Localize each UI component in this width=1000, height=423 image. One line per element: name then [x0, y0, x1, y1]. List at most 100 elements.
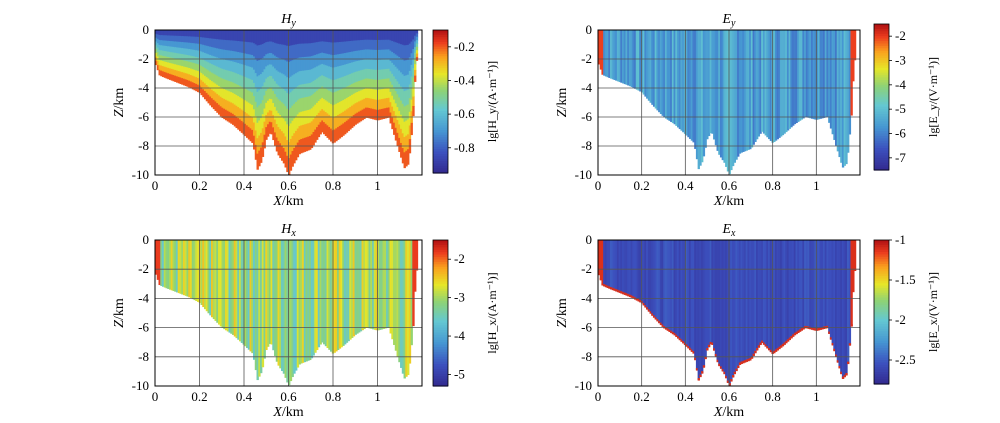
heatmap-cell — [163, 35, 167, 42]
colorbar-cell — [433, 259, 448, 263]
heatmap-cell — [702, 365, 706, 368]
heatmap-cell — [598, 30, 601, 65]
heatmap-cell — [389, 50, 392, 62]
heatmap-cell — [326, 77, 329, 91]
heatmap-cell — [221, 49, 224, 60]
heatmap-cell — [682, 240, 685, 343]
heatmap-cell — [155, 41, 158, 46]
heatmap-cell — [183, 48, 186, 55]
heatmap-cell — [838, 30, 841, 158]
heatmap-cell — [785, 240, 788, 343]
heatmap-cell — [309, 69, 312, 84]
heatmap-cell — [277, 99, 280, 114]
heatmap-cell — [277, 30, 280, 45]
heatmap-cell — [598, 240, 601, 275]
colorbar-cell — [874, 126, 889, 130]
heatmap-cell — [211, 98, 214, 108]
heatmap-cell — [347, 74, 350, 87]
heatmap-cell — [314, 67, 317, 81]
colorbar-cell — [433, 161, 448, 165]
heatmap-cell — [756, 348, 759, 351]
heatmap-cell — [300, 98, 303, 113]
colorbar-cell — [874, 309, 889, 313]
heatmap-cell — [246, 240, 249, 348]
heatmap-cell — [347, 41, 350, 53]
heatmap-cell — [249, 66, 252, 80]
heatmap-cell — [804, 325, 807, 329]
heatmap-cell — [174, 41, 177, 48]
heatmap-cell — [288, 46, 291, 63]
heatmap-cell — [193, 36, 196, 44]
heatmap-cell — [810, 30, 814, 119]
colorbar-cell — [874, 65, 889, 69]
heatmap-cell — [324, 53, 328, 66]
heatmap-cell — [249, 91, 252, 105]
heatmap-cell — [291, 60, 294, 76]
heatmap-cell — [307, 123, 310, 138]
heatmap-cell — [176, 76, 179, 83]
heatmap-cell — [188, 61, 191, 69]
heatmap-cell — [300, 30, 303, 45]
heatmap-cell — [186, 42, 189, 50]
heatmap-cell — [209, 30, 212, 39]
heatmap-cell — [361, 79, 364, 91]
heatmap-cell — [310, 95, 314, 109]
heatmap-cell — [606, 240, 609, 288]
heatmap-cell — [721, 30, 724, 161]
heatmap-cell — [373, 89, 377, 100]
colorbar-cell — [433, 315, 448, 319]
heatmap-cell — [305, 83, 308, 98]
heatmap-cell — [366, 97, 370, 109]
heatmap-cell — [155, 33, 158, 39]
colorbar-cell — [433, 127, 448, 131]
heatmap-cell — [218, 48, 221, 59]
heatmap-cell — [352, 240, 356, 337]
heatmap-cell — [375, 49, 378, 61]
y-tick-label: -10 — [132, 378, 149, 393]
heatmap-cell — [267, 124, 270, 137]
heatmap-cell — [240, 41, 244, 54]
heatmap-cell — [368, 88, 371, 99]
heatmap-cell — [160, 30, 163, 36]
colorbar-cell — [874, 376, 889, 380]
colorbar-cell — [433, 75, 448, 79]
heatmap-cell — [267, 30, 270, 43]
heatmap-cell — [188, 80, 191, 88]
colorbar-cell — [433, 368, 448, 372]
heatmap-cell — [284, 151, 287, 168]
heatmap-cell — [396, 42, 399, 57]
heatmap-cell — [251, 79, 254, 94]
heatmap-cell — [263, 240, 266, 359]
heatmap-cell — [382, 98, 385, 110]
heatmap-cell — [728, 240, 731, 386]
heatmap-cell — [382, 79, 385, 90]
heatmap-cell — [354, 240, 357, 335]
heatmap-cell — [225, 240, 228, 331]
heatmap-cell — [375, 109, 378, 121]
heatmap-cell — [249, 103, 252, 117]
heatmap-cell — [228, 101, 231, 113]
heatmap-cell — [200, 51, 203, 60]
heatmap-cell — [401, 148, 405, 164]
heatmap-cell — [219, 77, 223, 88]
x-axis-label: X/km — [272, 405, 303, 420]
heatmap-cell — [202, 89, 205, 98]
heatmap-cell — [697, 378, 700, 381]
heatmap-cell — [756, 30, 759, 140]
heatmap-cell — [205, 92, 209, 102]
heatmap-cell — [291, 90, 294, 107]
heatmap-cell — [713, 30, 716, 140]
heatmap-cell — [342, 88, 345, 101]
heatmap-cell — [202, 67, 205, 76]
heatmap-cell — [321, 120, 324, 133]
heatmap-cell — [176, 47, 179, 54]
heatmap-cell — [254, 101, 258, 117]
heatmap-cell — [347, 119, 350, 132]
heatmap-cell — [267, 112, 270, 125]
heatmap-cell — [651, 30, 654, 105]
heatmap-cell — [293, 103, 296, 120]
colorbar-cell — [433, 108, 448, 112]
heatmap-cell — [333, 104, 336, 118]
colorbar-cell — [433, 32, 448, 36]
heatmap-cell — [358, 50, 361, 62]
